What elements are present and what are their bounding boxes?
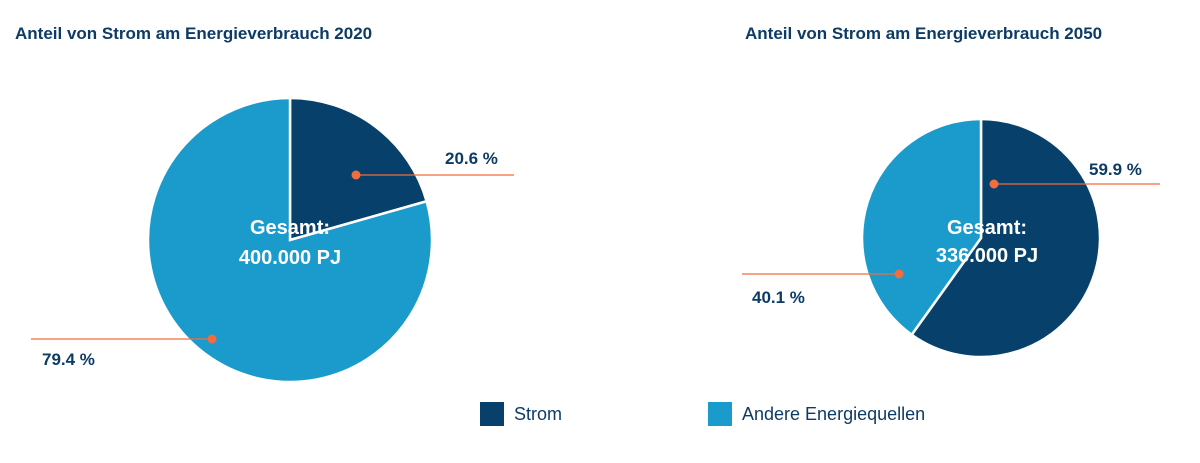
legend-swatch-andere: [708, 402, 732, 426]
pie-slice-2020-strom: [288, 96, 429, 242]
data-label-2020-andere: 79.4 %: [42, 350, 95, 369]
center-label-2020-heading: Gesamt:: [250, 217, 330, 239]
leader-dot-2020-andere: [207, 334, 217, 344]
center-label-2050-total: 336.000 PJ: [936, 245, 1038, 267]
legend-item-strom: Strom: [480, 402, 562, 426]
leader-dot-2050-andere: [894, 269, 904, 279]
legend-label-andere: Andere Energiequellen: [742, 403, 926, 424]
data-label-2020-strom: 20.6 %: [445, 149, 498, 168]
pie-slice-2020-andere: [146, 96, 434, 384]
leader-dot-2020-strom: [351, 170, 361, 180]
center-label-2050-heading: Gesamt:: [947, 217, 1027, 239]
center-label-2020-total: 400.000 PJ: [239, 247, 341, 269]
leader-dot-2050-strom: [989, 179, 999, 189]
data-label-2050-strom: 59.9 %: [1089, 160, 1142, 179]
legend-item-andere: Andere Energiequellen: [708, 402, 925, 426]
pie-slice-2050-andere: [860, 117, 983, 337]
data-label-2050-andere: 40.1 %: [752, 288, 805, 307]
chart-title-2050: Anteil von Strom am Energieverbrauch 205…: [745, 24, 1103, 43]
legend-label-strom: Strom: [514, 403, 563, 424]
chart-title-2020: Anteil von Strom am Energieverbrauch 202…: [15, 24, 373, 43]
pie-slice-2050-strom: [909, 117, 1102, 359]
legend-swatch-strom: [480, 402, 504, 426]
